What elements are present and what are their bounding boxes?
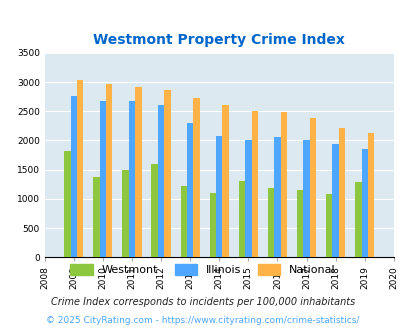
Bar: [158, 105, 164, 257]
Text: Crime Index corresponds to incidents per 100,000 inhabitants: Crime Index corresponds to incidents per…: [51, 297, 354, 307]
Bar: [332, 144, 338, 257]
Bar: [360, 149, 367, 257]
Bar: [354, 182, 360, 257]
Bar: [186, 123, 193, 257]
Bar: [164, 90, 170, 257]
Bar: [193, 98, 199, 257]
Bar: [309, 118, 315, 257]
Bar: [251, 111, 257, 257]
Bar: [106, 84, 112, 257]
Legend: Westmont, Illinois, National: Westmont, Illinois, National: [66, 260, 339, 280]
Bar: [151, 164, 158, 257]
Bar: [267, 188, 273, 257]
Text: © 2025 CityRating.com - https://www.cityrating.com/crime-statistics/: © 2025 CityRating.com - https://www.city…: [46, 316, 359, 325]
Title: Westmont Property Crime Index: Westmont Property Crime Index: [93, 33, 344, 48]
Bar: [135, 87, 141, 257]
Bar: [215, 136, 222, 257]
Bar: [273, 137, 280, 257]
Bar: [222, 105, 228, 257]
Bar: [64, 151, 70, 257]
Bar: [122, 170, 128, 257]
Bar: [245, 141, 251, 257]
Bar: [338, 128, 344, 257]
Bar: [93, 177, 99, 257]
Bar: [99, 101, 106, 257]
Bar: [180, 186, 186, 257]
Bar: [70, 96, 77, 257]
Bar: [325, 194, 332, 257]
Bar: [77, 80, 83, 257]
Bar: [280, 113, 286, 257]
Bar: [296, 190, 303, 257]
Bar: [209, 192, 215, 257]
Bar: [128, 101, 135, 257]
Bar: [367, 133, 373, 257]
Bar: [238, 181, 245, 257]
Bar: [303, 140, 309, 257]
